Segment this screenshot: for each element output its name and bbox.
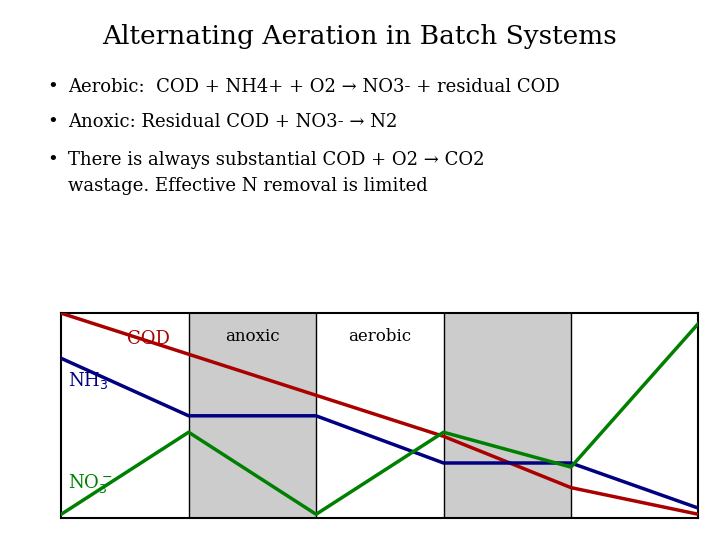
Text: anoxic: anoxic — [225, 328, 279, 345]
Text: Aerobic:  COD + NH4+ + O2 → NO3- + residual COD: Aerobic: COD + NH4+ + O2 → NO3- + residu… — [68, 78, 560, 96]
Text: NH$_3$: NH$_3$ — [68, 370, 108, 392]
Text: wastage. Effective N removal is limited: wastage. Effective N removal is limited — [68, 177, 428, 195]
Bar — [189, 313, 316, 518]
Text: NO$_3^-$: NO$_3^-$ — [68, 472, 112, 495]
Text: There is always substantial COD + O2 → CO2: There is always substantial COD + O2 → C… — [68, 151, 485, 169]
Text: Anoxic: Residual COD + NO3- → N2: Anoxic: Residual COD + NO3- → N2 — [68, 113, 397, 131]
Text: COD: COD — [127, 329, 169, 348]
Text: aerobic: aerobic — [348, 328, 411, 345]
Text: •: • — [47, 113, 58, 131]
Text: •: • — [47, 78, 58, 96]
Bar — [444, 313, 571, 518]
Text: •: • — [47, 151, 58, 169]
Text: Alternating Aeration in Batch Systems: Alternating Aeration in Batch Systems — [103, 24, 617, 49]
